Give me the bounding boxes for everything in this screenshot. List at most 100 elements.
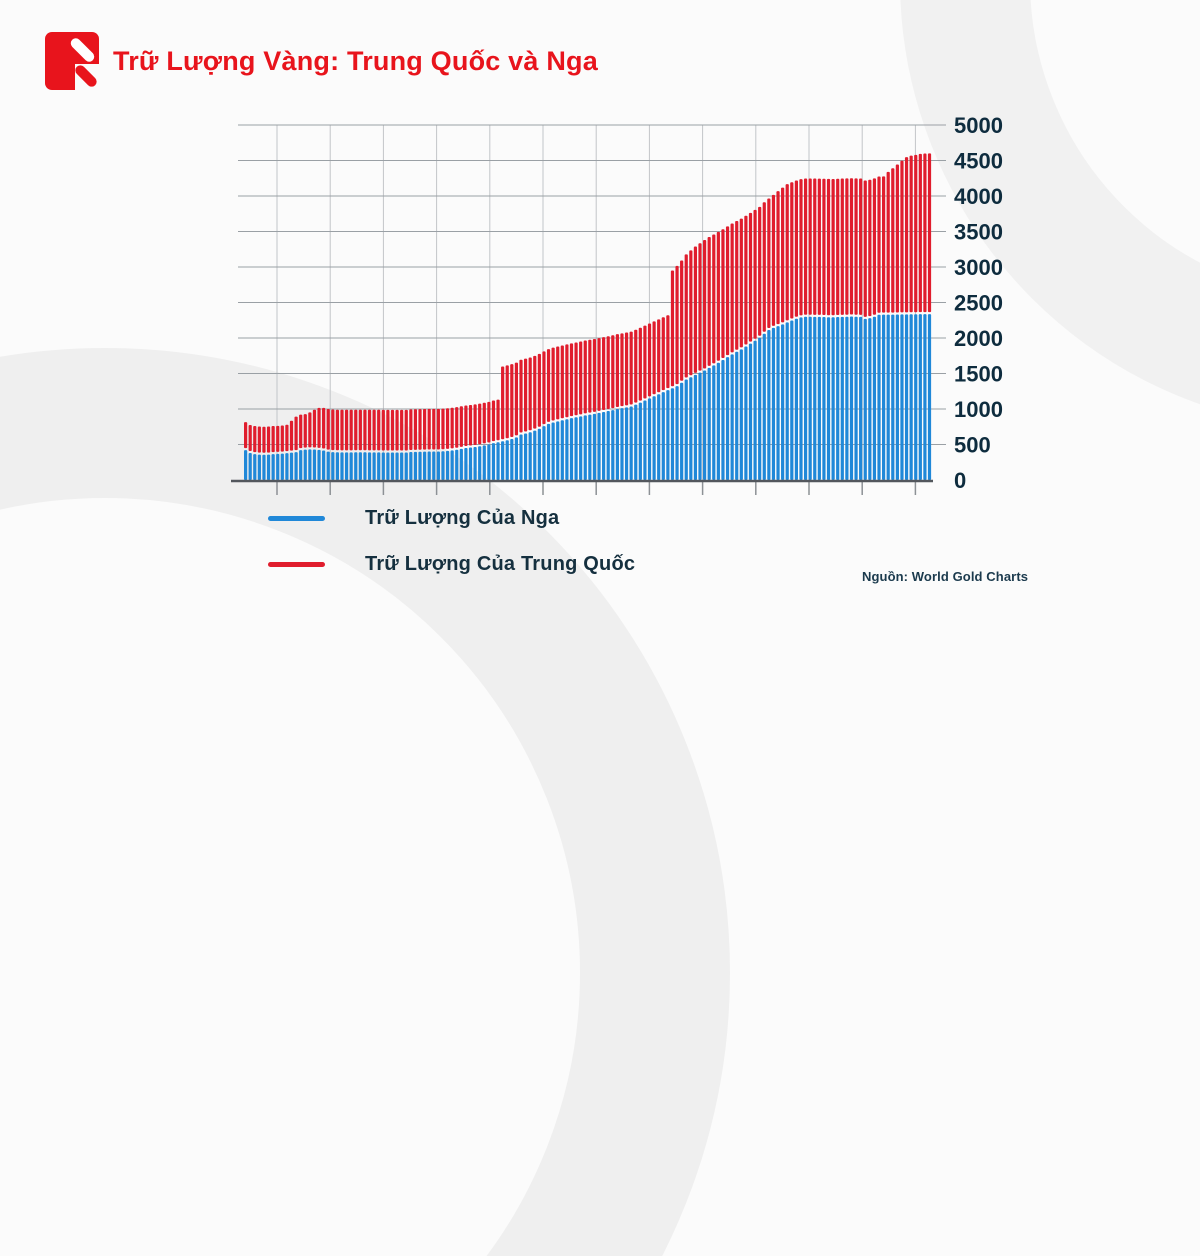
- bar-china: [303, 414, 307, 448]
- bar-russia: [725, 357, 730, 480]
- bar-russia: [326, 451, 330, 480]
- bar-russia: [703, 370, 707, 480]
- bar-china: [326, 409, 330, 450]
- bar-russia: [849, 316, 854, 480]
- bar-china: [611, 335, 615, 409]
- y-axis-tick-label: 500: [954, 433, 991, 458]
- bar-china: [808, 178, 812, 315]
- bar-russia: [781, 324, 785, 480]
- bar-china: [473, 404, 477, 445]
- legend-swatch-china: [268, 562, 325, 567]
- bar-russia: [583, 415, 587, 480]
- bar-russia: [409, 451, 413, 480]
- bar-china: [831, 178, 835, 316]
- bar-russia: [519, 434, 523, 480]
- bar-china: [647, 323, 652, 397]
- bar-china: [744, 215, 748, 345]
- bar-china: [592, 338, 597, 412]
- bar-russia: [312, 449, 317, 480]
- bar-russia: [758, 337, 762, 480]
- bar-russia: [698, 372, 702, 480]
- bar-china: [519, 359, 523, 433]
- bar-china: [661, 317, 665, 391]
- bar-china: [400, 409, 404, 451]
- bar-russia: [395, 452, 399, 480]
- bar-china: [753, 209, 757, 339]
- bar-china: [344, 409, 349, 451]
- bar-russia: [331, 452, 335, 480]
- bar-china: [537, 353, 541, 427]
- bar-russia: [813, 316, 817, 480]
- bar-china: [248, 424, 252, 452]
- bar-russia: [666, 390, 670, 480]
- bar-china: [253, 426, 257, 453]
- legend-item-china: Trữ Lượng Của Trung Quốc: [268, 548, 635, 581]
- bar-china: [597, 338, 601, 411]
- bar-china: [657, 319, 661, 393]
- chart-legend: Trữ Lượng Của Nga Trữ Lượng Của Trung Qu…: [268, 502, 635, 594]
- bar-russia: [918, 314, 922, 480]
- bar-china: [904, 157, 909, 313]
- bar-russia: [445, 450, 450, 480]
- bar-russia: [478, 446, 482, 480]
- bar-china: [620, 333, 624, 407]
- bar-china: [257, 426, 261, 453]
- bar-russia: [767, 329, 771, 480]
- bar-russia: [413, 451, 418, 480]
- bar-russia: [404, 452, 408, 480]
- bar-russia: [891, 314, 895, 480]
- bar-russia: [266, 454, 271, 480]
- bar-china: [372, 409, 376, 451]
- bar-russia: [900, 314, 904, 480]
- bar-china: [583, 340, 587, 414]
- y-axis-tick-label: 3500: [954, 220, 1003, 245]
- y-axis-tick-label: 1000: [954, 397, 1003, 422]
- bar-china: [542, 351, 546, 425]
- bar-china: [767, 198, 771, 328]
- bar-china: [712, 234, 716, 364]
- bar-russia: [588, 414, 592, 480]
- bar-russia: [661, 392, 665, 480]
- bar-china: [675, 265, 679, 385]
- bar-china: [496, 399, 500, 441]
- bar-china: [487, 401, 491, 443]
- bar-china: [886, 171, 890, 313]
- bar-china: [859, 178, 863, 315]
- bar-china: [629, 331, 633, 405]
- bar-china: [666, 315, 670, 389]
- bar-china: [882, 176, 886, 313]
- bar-russia: [680, 382, 684, 480]
- bar-russia: [707, 367, 711, 480]
- bar-russia: [244, 450, 248, 480]
- bar-russia: [794, 318, 798, 480]
- bar-russia: [510, 438, 514, 480]
- bar-china: [785, 184, 789, 321]
- y-axis-tick-label: 4500: [954, 149, 1003, 174]
- bar-russia: [574, 417, 578, 480]
- bar-russia: [735, 351, 739, 480]
- bar-russia: [482, 445, 486, 480]
- bar-china: [799, 179, 803, 316]
- bar-russia: [785, 322, 789, 480]
- bar-russia: [441, 451, 445, 480]
- bar-russia: [624, 407, 629, 480]
- bar-china: [322, 407, 326, 449]
- bar-russia: [390, 452, 395, 480]
- bar-russia: [615, 409, 619, 480]
- bar-russia: [335, 452, 339, 480]
- bar-russia: [455, 449, 459, 480]
- bar-russia: [721, 360, 725, 480]
- bar-china: [285, 424, 289, 452]
- bar-china: [849, 178, 854, 315]
- bar-china: [684, 254, 688, 378]
- bar-china: [363, 409, 367, 451]
- bar-china: [418, 409, 422, 450]
- bar-china: [510, 364, 514, 437]
- bar-china: [716, 231, 720, 361]
- bar-china: [698, 243, 702, 371]
- bar-china: [735, 220, 739, 350]
- bar-china: [340, 409, 344, 451]
- bar-russia: [927, 314, 932, 480]
- bar-russia: [294, 452, 298, 480]
- y-axis-tick-label: 1500: [954, 362, 1003, 387]
